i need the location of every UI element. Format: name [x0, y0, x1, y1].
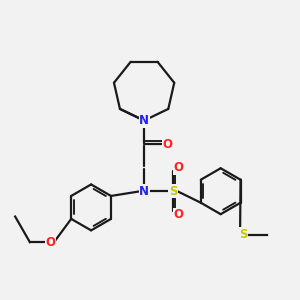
Text: N: N	[139, 114, 149, 127]
Text: O: O	[163, 138, 173, 151]
Text: O: O	[173, 208, 183, 221]
Text: S: S	[169, 185, 177, 198]
Text: N: N	[139, 185, 149, 198]
Text: O: O	[46, 236, 56, 249]
Text: O: O	[173, 161, 183, 174]
Text: S: S	[239, 228, 248, 241]
